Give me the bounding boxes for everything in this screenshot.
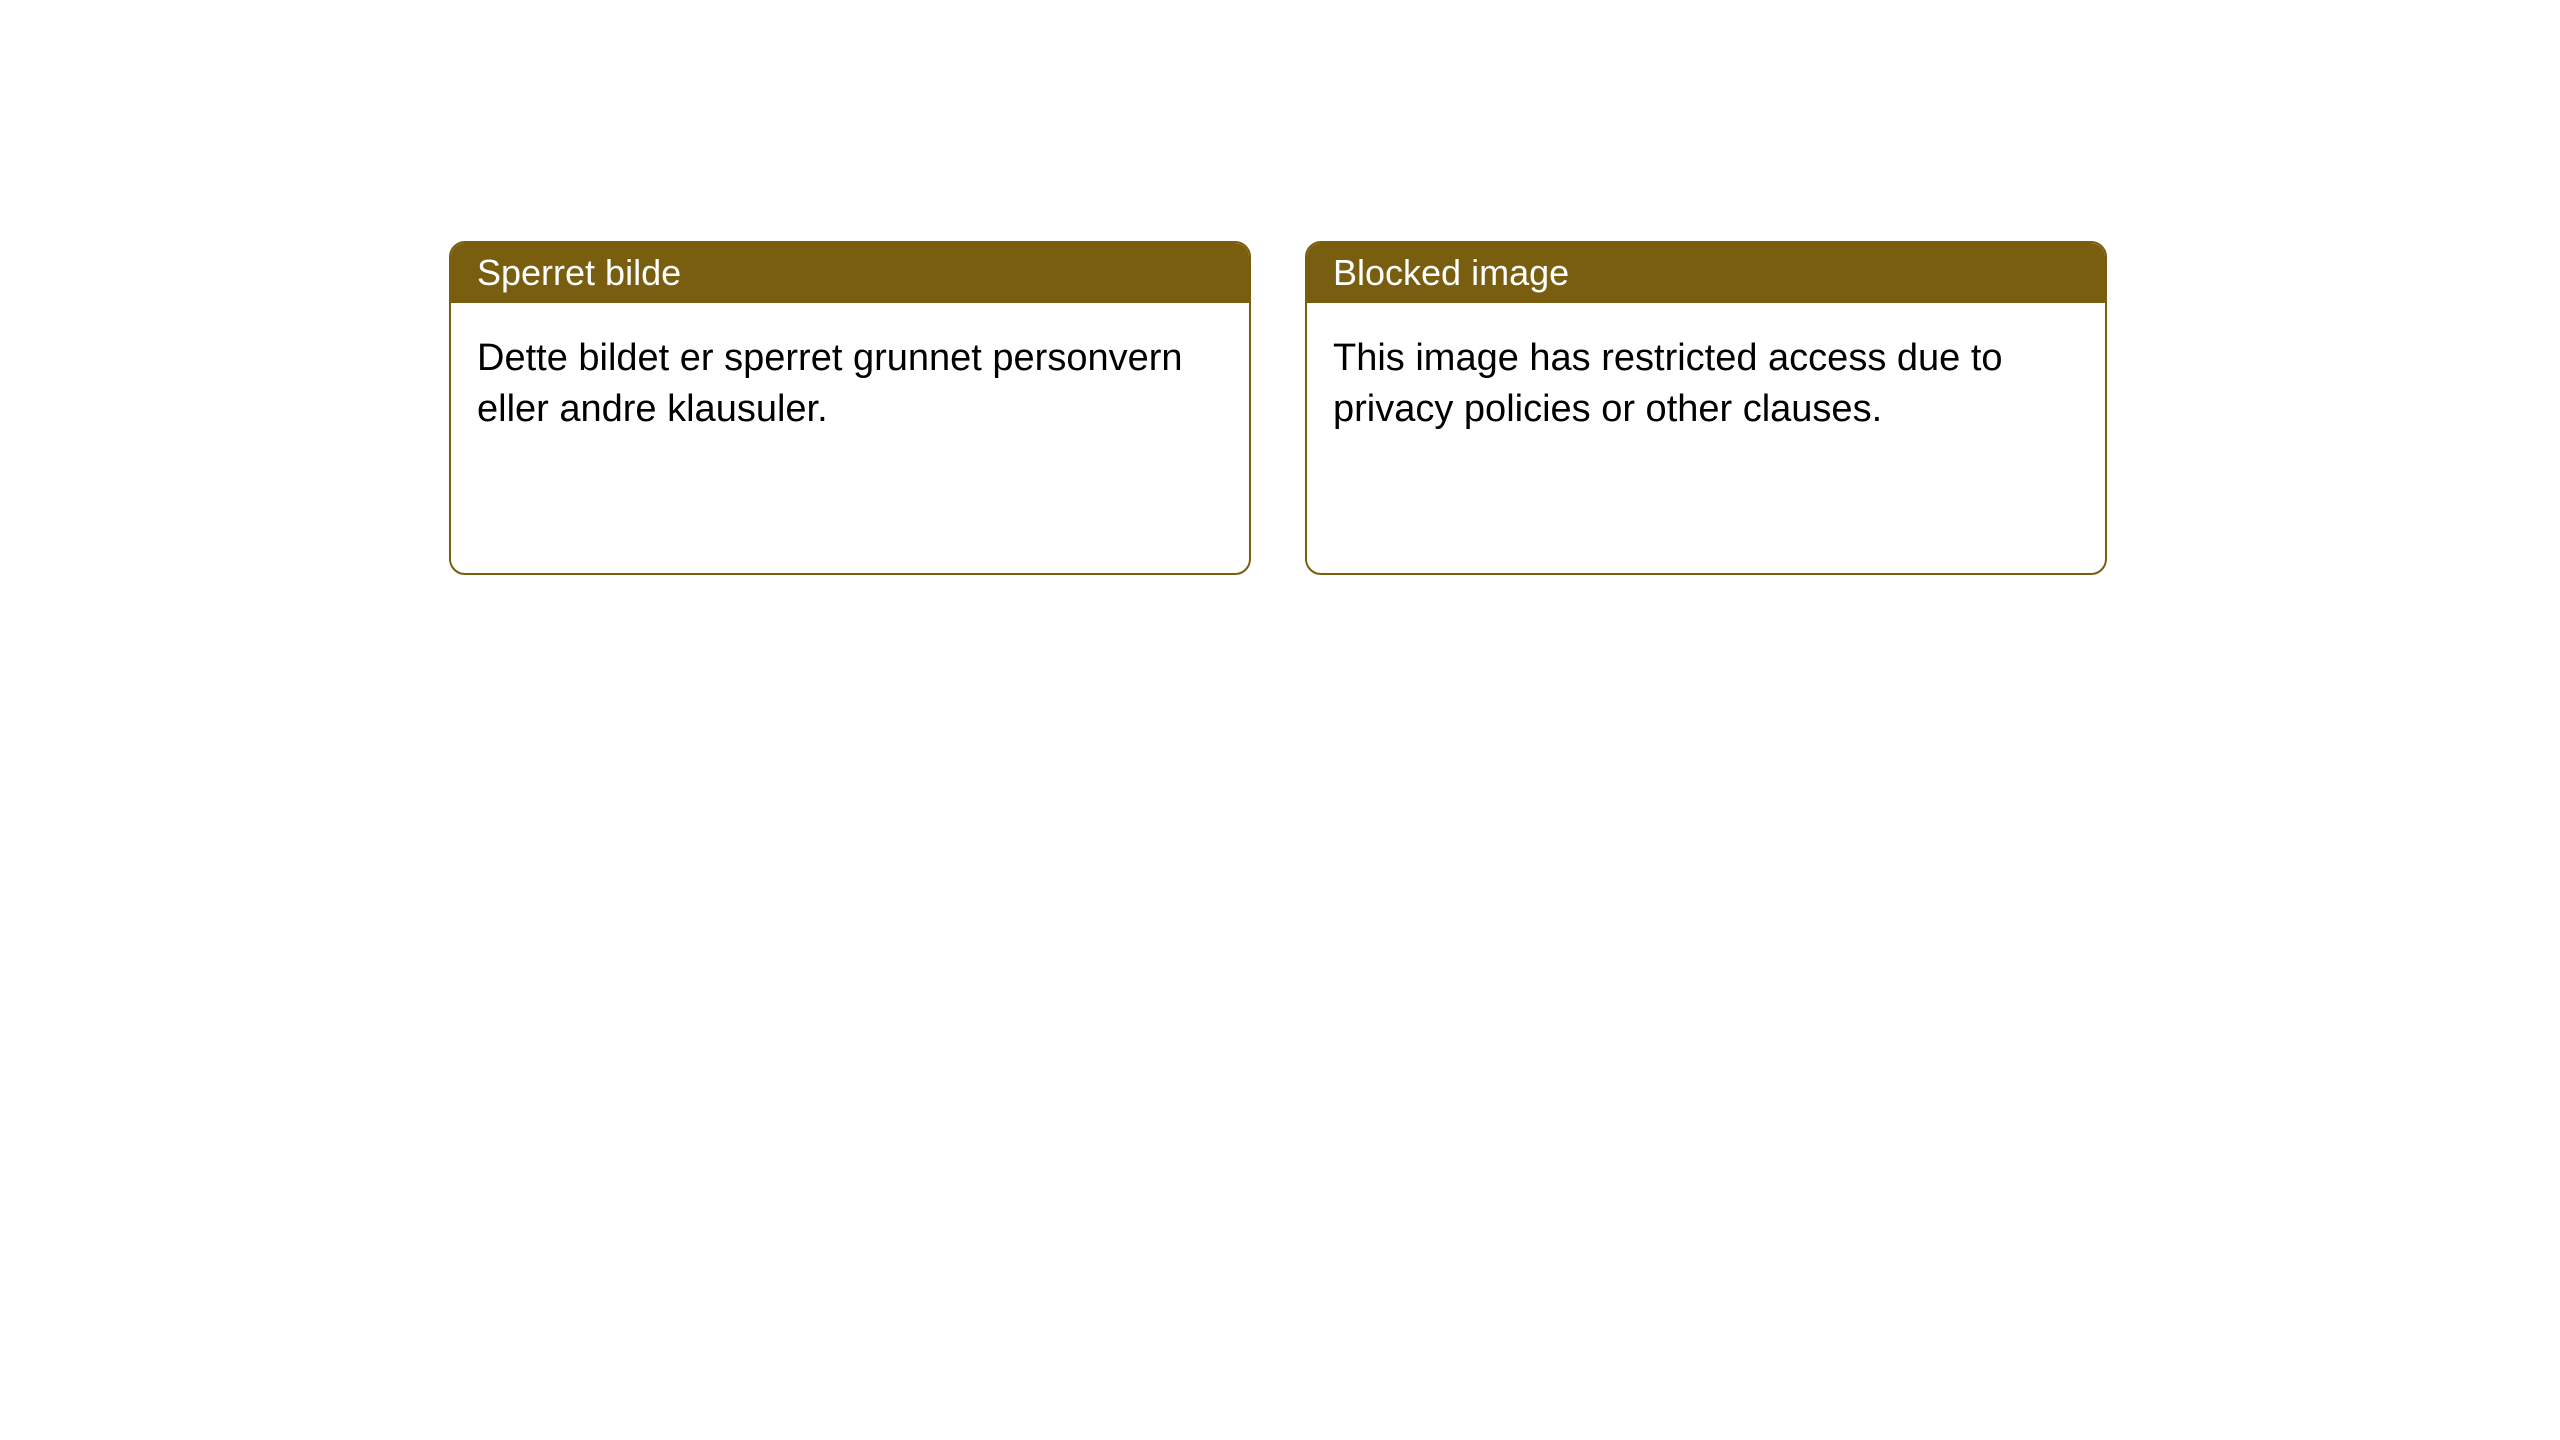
notice-card-en: Blocked image This image has restricted … bbox=[1305, 241, 2107, 575]
notice-body-no: Dette bildet er sperret grunnet personve… bbox=[451, 303, 1249, 466]
notice-header-en: Blocked image bbox=[1307, 243, 2105, 303]
notice-card-no: Sperret bilde Dette bildet er sperret gr… bbox=[449, 241, 1251, 575]
notice-header-no: Sperret bilde bbox=[451, 243, 1249, 303]
notice-body-en: This image has restricted access due to … bbox=[1307, 303, 2105, 466]
notice-container: Sperret bilde Dette bildet er sperret gr… bbox=[449, 241, 2107, 575]
